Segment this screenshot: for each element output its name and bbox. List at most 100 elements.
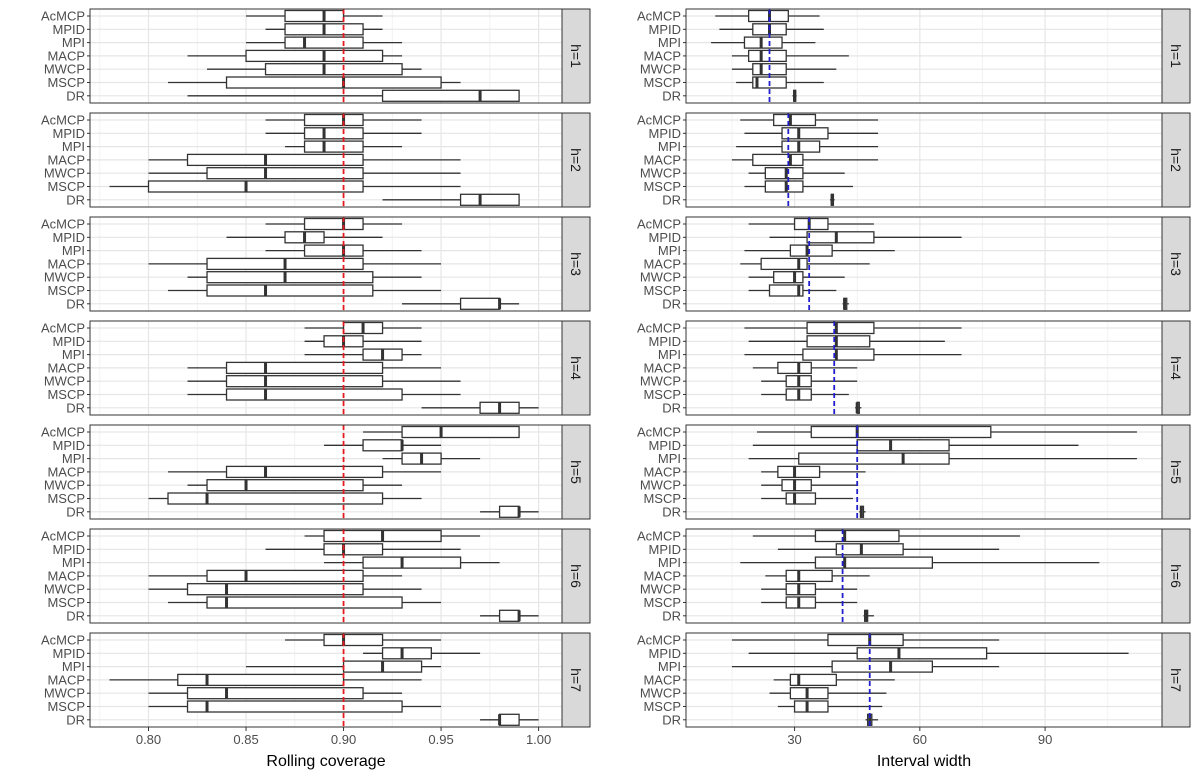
y-tick-label: AcMCP (637, 9, 681, 24)
box-iqr (806, 321, 875, 335)
y-tick-label: MPID (649, 22, 682, 37)
y-tick-label: DR (662, 712, 681, 727)
box-iqr (764, 167, 804, 180)
facet-strip (561, 320, 591, 416)
box-iqr (777, 465, 821, 479)
y-tick-label: MWCP (44, 478, 85, 493)
y-tick-label: MWCP (44, 270, 85, 285)
box-iqr (245, 49, 384, 63)
box-iqr (781, 140, 821, 153)
y-tick-label: MACP (643, 152, 681, 167)
chart-rolling-coverage: h=1AcMCPMPIDMPIMACPMWCPMSCPDRh=2AcMCPMPI… (41, 8, 591, 770)
boxplot-macp (187, 49, 403, 63)
y-tick-label: DR (66, 712, 85, 727)
y-tick-label: MACP (643, 360, 681, 375)
facet-strip (1161, 8, 1191, 104)
x-axis-title: Rolling coverage (266, 753, 385, 770)
box-iqr (459, 297, 501, 310)
y-tick-label: MPID (649, 646, 682, 661)
box-iqr (147, 180, 364, 193)
boxplot-mwcp (761, 479, 858, 492)
x-tick-label: 0.95 (428, 732, 453, 747)
y-tick-label: AcMCP (41, 217, 85, 232)
box-iqr (810, 425, 992, 439)
boxplot-mwcp (187, 375, 461, 388)
boxplot-dr (792, 89, 797, 102)
boxplot-macp (761, 465, 866, 479)
y-tick-label: MSCP (643, 491, 681, 506)
box-iqr (362, 556, 462, 569)
x-tick-label: 0.85 (233, 732, 258, 747)
box-iqr (303, 113, 364, 127)
box-iqr (206, 284, 374, 297)
boxplot-mwcp (769, 687, 887, 700)
box-iqr (303, 244, 364, 257)
y-tick-label: MPI (658, 347, 681, 362)
y-tick-label: MWCP (44, 686, 85, 701)
boxplot-mpid (752, 439, 1079, 452)
facet-strip (561, 528, 591, 624)
y-tick-label: MACP (643, 568, 681, 583)
box-iqr (827, 633, 904, 647)
y-tick-label: MSCP (47, 699, 85, 714)
y-tick-label: MSCP (643, 75, 681, 90)
box-iqr (323, 543, 384, 556)
boxplot-mpi (740, 556, 1100, 569)
boxplot-dr (421, 401, 539, 414)
y-tick-label: DR (662, 400, 681, 415)
y-tick-label: MPI (62, 35, 85, 50)
box-iqr (225, 388, 403, 401)
box-iqr (381, 89, 520, 102)
box-iqr (752, 153, 804, 167)
facet-strip (561, 112, 591, 208)
boxplot-macp (109, 673, 422, 687)
y-tick-label: MWCP (44, 166, 85, 181)
facet-strip (561, 8, 591, 104)
y-tick-label: MACP (643, 256, 681, 271)
y-tick-label: DR (66, 296, 85, 311)
chart-interval-width: h=1AcMCPMPIDMPIMACPMWCPMSCPDRh=2AcMCPMPI… (637, 8, 1191, 770)
box-iqr (835, 543, 904, 556)
boxplot-mpid (748, 647, 1129, 660)
facet-strip-label: h=4 (1168, 356, 1184, 380)
y-tick-label: MPID (649, 438, 682, 453)
box-iqr (785, 569, 833, 583)
box-iqr (768, 284, 804, 297)
boxplot-acmcp (246, 9, 383, 23)
y-tick-label: AcMCP (41, 529, 85, 544)
y-tick-label: DR (66, 192, 85, 207)
box-iqr (284, 36, 364, 49)
y-tick-label: MACP (47, 672, 85, 687)
y-tick-label: MPI (658, 35, 681, 50)
box-iqr (225, 465, 384, 479)
box-iqr (760, 257, 808, 271)
boxplot-mpid (265, 127, 422, 140)
y-tick-label: MACP (47, 360, 85, 375)
box-iqr (186, 153, 364, 167)
boxplot-mscp (777, 700, 883, 713)
y-tick-label: MACP (47, 152, 85, 167)
y-tick-label: MPI (658, 139, 681, 154)
y-tick-label: MSCP (643, 699, 681, 714)
boxplot-acmcp (304, 529, 481, 543)
boxplot-macp (187, 361, 442, 375)
y-tick-label: MPI (62, 451, 85, 466)
box-iqr (167, 492, 384, 505)
box-iqr (831, 660, 934, 673)
y-tick-label: MPI (658, 243, 681, 258)
boxplot-mpid (748, 335, 945, 348)
facet-strip (1161, 112, 1191, 208)
facet-strip (1161, 216, 1191, 312)
y-tick-label: MSCP (47, 491, 85, 506)
x-axis-title: Interval width (877, 753, 971, 770)
y-tick-label: MACP (47, 48, 85, 63)
y-tick-label: MPID (649, 542, 682, 557)
y-tick-label: MPI (62, 347, 85, 362)
y-tick-label: AcMCP (41, 321, 85, 336)
y-tick-label: MWCP (640, 478, 681, 493)
